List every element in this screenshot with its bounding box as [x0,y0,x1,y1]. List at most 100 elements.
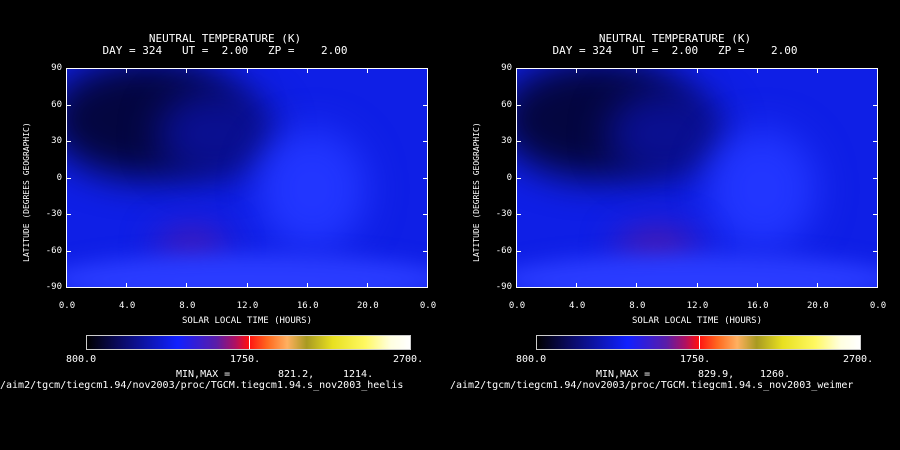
colorbar-min-label: 800.0 [66,354,97,365]
min-value: 829.9, [698,369,735,380]
colorbar-mid-label: 1750. [230,354,261,365]
chart-panel-weimer: NEUTRAL TEMPERATURE (K) DAY = 324 UT = 2… [450,0,900,450]
x-tick-mark [66,283,67,288]
colorbar [536,335,861,350]
y-tick-label: -30 [45,209,62,219]
min-value: 821.2, [278,369,315,380]
colorbar-min-label: 800.0 [516,354,547,365]
y-tick-label: -90 [45,282,62,292]
x-tick-label: 0.0 [419,301,437,311]
y-tick-mark [516,250,521,252]
y-tick-mark [516,141,521,142]
cold-region-2 [607,89,727,179]
y-tick-label: -30 [495,209,512,219]
y-tick-mark [423,141,428,142]
max-value: 1214. [343,369,374,380]
y-tick-mark [873,141,878,142]
heatmap-plot [66,68,428,288]
warm-region [707,129,817,249]
x-tick-mark [636,68,638,73]
y-tick-mark [873,214,878,215]
x-tick-label: 0.0 [58,301,76,311]
colorbar-mid-label: 1750. [680,354,711,365]
y-tick-mark [66,104,71,106]
y-tick-mark [423,250,428,252]
chart-title: NEUTRAL TEMPERATURE (K) [148,32,302,45]
y-tick-mark [873,104,878,106]
source-path: /aim2/tgcm/tiegcm1.94/nov2003/proc/TGCM.… [0,380,404,391]
x-tick-mark [816,68,818,73]
minmax-label: MIN,MAX = [176,369,231,380]
colorbar-mid-marker [249,336,250,349]
x-tick-mark [66,68,67,73]
x-tick-label: 16.0 [296,301,319,311]
x-tick-mark [366,283,368,288]
y-tick-mark [423,214,428,215]
y-tick-label: 0 [56,172,62,183]
y-tick-mark [516,214,521,215]
chart-subtitle: DAY = 324 UT = 2.00 ZP = 2.00 [552,44,798,57]
x-tick-mark [516,68,517,73]
y-tick-label: -60 [45,245,62,256]
y-tick-mark [423,287,428,288]
y-axis-label: LATITUDE (DEGREES GEOGRAPHIC) [22,122,31,262]
x-tick-mark [126,283,128,288]
y-tick-mark [423,104,428,106]
y-tick-label: 0 [506,172,512,183]
y-tick-mark [516,104,521,106]
x-tick-mark [306,68,308,73]
x-tick-mark [576,68,578,73]
warm-region [257,129,367,249]
y-tick-mark [66,250,71,252]
x-tick-mark [877,283,878,288]
x-axis-label: SOLAR LOCAL TIME (HOURS) [181,316,313,326]
y-tick-mark [66,287,71,288]
cold-region-2 [157,89,277,179]
chart-panel-heelis: NEUTRAL TEMPERATURE (K) DAY = 324 UT = 2… [0,32,437,392]
y-tick-label: 30 [51,136,62,146]
y-tick-mark [873,250,878,252]
x-axis-label: SOLAR LOCAL TIME (HOURS) [631,316,763,326]
x-tick-mark [186,68,188,73]
y-tick-label: 90 [501,63,512,73]
y-tick-label: -90 [495,282,512,292]
x-tick-mark [427,68,428,73]
y-tick-label: 30 [501,136,512,146]
x-tick-mark [427,283,428,288]
y-tick-mark [873,177,878,179]
x-tick-mark [186,283,188,288]
y-tick-label: 90 [51,63,62,73]
x-tick-label: 16.0 [746,301,769,311]
source-path: /aim2/tgcm/tiegcm1.94/nov2003/proc/TGCM.… [450,380,854,391]
colorbar-max-label: 2700. [843,354,874,365]
y-tick-mark [423,68,428,69]
minmax-label: MIN,MAX = [596,369,651,380]
x-tick-mark [636,283,638,288]
x-tick-mark [126,68,128,73]
y-tick-label: 60 [51,99,62,110]
x-tick-label: 0.0 [869,301,887,311]
y-axis-label: LATITUDE (DEGREES GEOGRAPHIC) [472,122,481,262]
x-tick-label: 12.0 [236,301,259,311]
y-tick-mark [873,68,878,69]
y-tick-mark [516,177,521,179]
x-tick-mark [246,283,248,288]
chart-title: NEUTRAL TEMPERATURE (K) [598,32,752,45]
x-tick-label: 8.0 [179,301,196,311]
x-tick-mark [696,283,698,288]
y-tick-mark [66,141,71,142]
x-tick-mark [246,68,248,73]
x-tick-label: 0.0 [508,301,526,311]
south-pole-band [517,254,877,287]
y-tick-label: 60 [501,99,512,110]
max-value: 1260. [760,369,791,380]
x-tick-mark [816,283,818,288]
x-tick-mark [756,68,758,73]
x-tick-mark [756,283,758,288]
chart-subtitle: DAY = 324 UT = 2.00 ZP = 2.00 [102,44,348,57]
x-tick-mark [696,68,698,73]
x-tick-mark [516,283,517,288]
y-tick-mark [516,68,521,69]
colorbar-max-label: 2700. [393,354,424,365]
y-tick-mark [873,287,878,288]
